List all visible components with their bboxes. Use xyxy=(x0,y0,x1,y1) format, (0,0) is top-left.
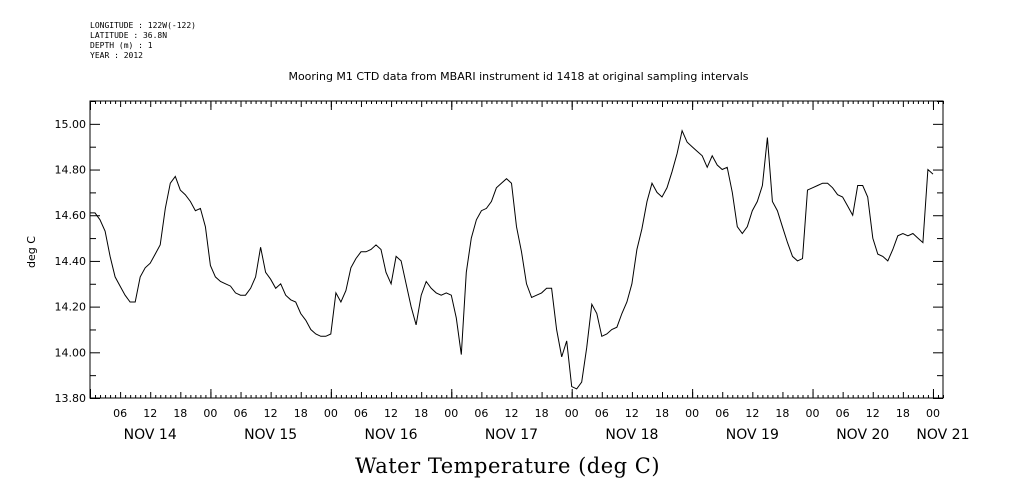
x-tick-label: 06 xyxy=(113,407,127,420)
x-tick-label: 06 xyxy=(354,407,368,420)
y-tick-label: 14.80 xyxy=(55,164,87,177)
y-tick-label: 14.20 xyxy=(55,301,87,314)
x-tick-label: 06 xyxy=(836,407,850,420)
x-tick-label: 12 xyxy=(143,407,157,420)
x-day-label: NOV 16 xyxy=(365,427,418,443)
x-tick-label: 12 xyxy=(745,407,759,420)
latitude-label: LATITUDE : 36.8N xyxy=(90,31,168,40)
metadata-block: LONGITUDE : 122W(-122) LATITUDE : 36.8N … xyxy=(90,21,196,61)
x-tick-label: 00 xyxy=(324,407,338,420)
x-tick-label: 18 xyxy=(414,407,428,420)
x-tick-label: 06 xyxy=(595,407,609,420)
x-tick-label: 12 xyxy=(384,407,398,420)
y-tick-label: 14.40 xyxy=(55,255,87,268)
y-tick-label: 14.60 xyxy=(55,209,87,222)
x-tick-label: 00 xyxy=(444,407,458,420)
x-tick-label: 12 xyxy=(866,407,880,420)
x-tick-label: 00 xyxy=(926,407,940,420)
x-tick-label: 06 xyxy=(474,407,488,420)
y-axis-label: deg C xyxy=(25,236,38,268)
y-tick-label: 15.00 xyxy=(55,118,87,131)
x-day-label: NOV 18 xyxy=(605,427,658,443)
y-tick-label: 13.80 xyxy=(55,392,87,405)
x-tick-label: 12 xyxy=(504,407,518,420)
x-day-label: NOV 19 xyxy=(726,427,779,443)
x-tick-label: 18 xyxy=(775,407,789,420)
x-tick-label: 00 xyxy=(806,407,820,420)
x-tick-label: 18 xyxy=(294,407,308,420)
year-label: YEAR : 2012 xyxy=(90,51,143,60)
y-tick-label: 14.00 xyxy=(55,346,87,359)
x-day-label: NOV 15 xyxy=(244,427,297,443)
x-tick-label: 00 xyxy=(685,407,699,420)
depth-label: DEPTH (m) : 1 xyxy=(90,41,153,50)
x-tick-label: 18 xyxy=(655,407,669,420)
x-tick-label: 06 xyxy=(234,407,248,420)
x-tick-label: 00 xyxy=(203,407,217,420)
x-day-label: NOV 17 xyxy=(485,427,538,443)
x-day-label: NOV 20 xyxy=(836,427,889,443)
x-day-label: NOV 14 xyxy=(124,427,177,443)
x-tick-label: 18 xyxy=(896,407,910,420)
x-tick-label: 00 xyxy=(565,407,579,420)
x-tick-label: 18 xyxy=(173,407,187,420)
x-axis-title: Water Temperature (deg C) xyxy=(354,454,661,478)
x-tick-label: 12 xyxy=(625,407,639,420)
x-tick-label: 06 xyxy=(715,407,729,420)
chart-title: Mooring M1 CTD data from MBARI instrumen… xyxy=(288,70,749,83)
x-tick-label: 12 xyxy=(264,407,278,420)
longitude-label: LONGITUDE : 122W(-122) xyxy=(90,21,196,30)
x-day-label: NOV 21 xyxy=(916,427,969,443)
x-tick-label: 18 xyxy=(535,407,549,420)
temperature-series-line xyxy=(90,129,934,390)
plot-frame xyxy=(89,100,944,399)
